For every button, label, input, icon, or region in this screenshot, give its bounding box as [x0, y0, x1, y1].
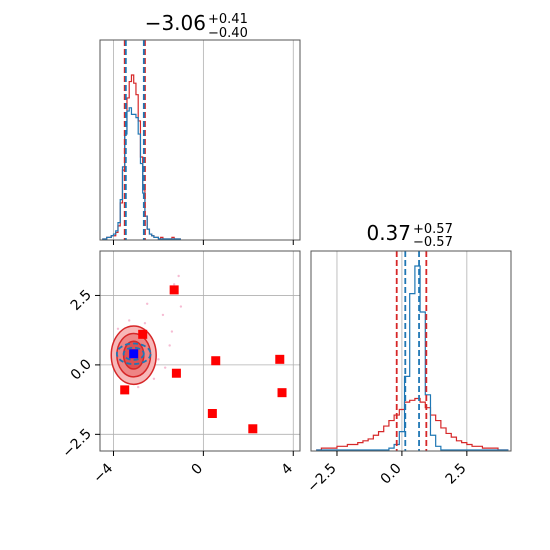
posterior-sample-point: [157, 358, 160, 361]
x-tick-label: −2.5: [304, 461, 339, 496]
title-x0-value: −3.06: [145, 11, 206, 35]
title-x1-plus: +0.57: [413, 222, 453, 237]
x-tick-label: −4: [90, 460, 116, 486]
panel-x0-histogram: [99, 39, 301, 245]
posterior-sample-point: [168, 344, 171, 347]
title-x1-value: 0.37: [366, 221, 411, 245]
red-square-marker: [169, 285, 179, 295]
red-square-marker: [248, 424, 258, 434]
red-square-marker: [120, 385, 130, 395]
red-square-marker: [277, 388, 287, 398]
posterior-sample-point: [137, 385, 140, 389]
x0-histogram-red: [102, 74, 181, 240]
y-tick-label: 0.0: [68, 356, 95, 383]
axes-frame: [310, 250, 512, 452]
x1-histogram-blue: [316, 265, 509, 451]
posterior-sample-point: [177, 274, 180, 278]
axes-frame: [99, 39, 301, 241]
posterior-sample-point: [163, 366, 167, 369]
title-x0-plus: +0.41: [208, 12, 248, 27]
panel-x1-histogram: −2.5 0.0 2.5: [304, 250, 512, 496]
title-x1-minus: −0.57: [413, 235, 453, 250]
x-tick-label: 4: [278, 460, 296, 478]
blue-contour: [122, 346, 145, 361]
red-square-marker: [171, 368, 181, 378]
y-tick-label: 2.5: [68, 287, 95, 314]
posterior-sample-point: [152, 377, 156, 380]
x1-histogram-red: [316, 397, 509, 451]
title-x0-minus: −0.40: [208, 26, 248, 41]
posterior-sample-point: [128, 319, 131, 322]
posterior-sample-point: [143, 322, 147, 325]
red-square-marker: [275, 354, 285, 364]
red-square-marker: [211, 356, 221, 366]
axes-frame: [99, 250, 301, 452]
red-square-marker: [138, 329, 148, 339]
red-square-marker: [207, 409, 217, 418]
posterior-sample-point: [172, 283, 176, 286]
x-tick-label: 0.0: [378, 461, 405, 488]
posterior-sample-point: [145, 302, 149, 305]
posterior-sample-point: [170, 330, 174, 333]
posterior-sample-point: [161, 313, 165, 317]
x-tick-label: 2.5: [443, 461, 470, 488]
blue-contour: [115, 342, 152, 365]
x0-histogram-blue: [102, 107, 181, 240]
panel-x0-x1-contour: −4 0 4 −2.5 0.0 2.5: [59, 250, 301, 486]
y-tick-label: −2.5: [59, 426, 94, 461]
x-tick-label: 0: [189, 461, 207, 479]
posterior-sample-point: [179, 305, 183, 308]
posterior-sample-point: [116, 327, 120, 330]
blue-square-marker: [129, 349, 139, 359]
